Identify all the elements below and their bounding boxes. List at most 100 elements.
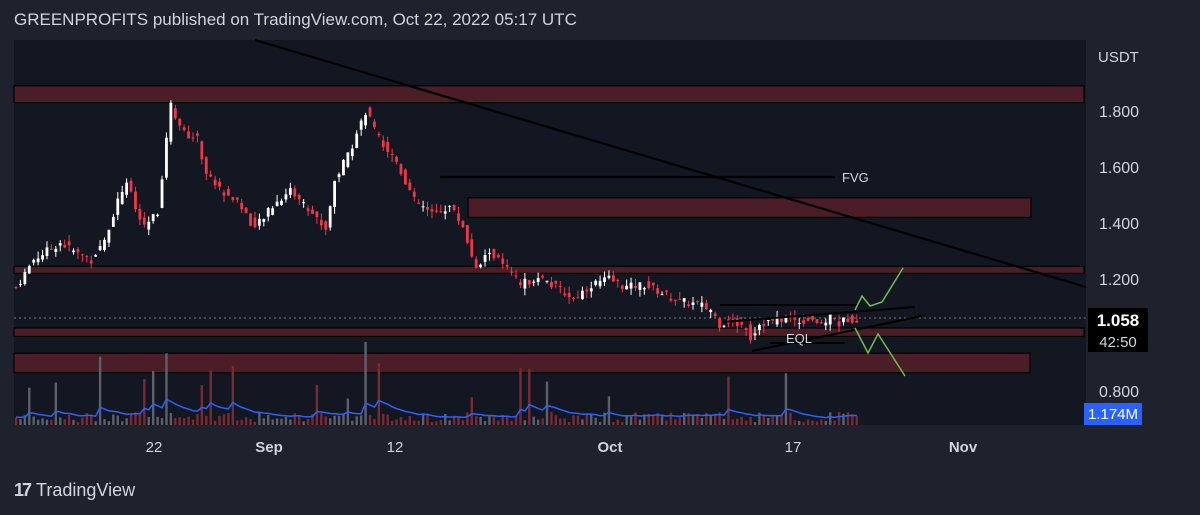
volume-bar <box>138 412 142 425</box>
volume-bar <box>107 421 111 425</box>
volume-bar <box>687 413 690 425</box>
candle-body <box>426 206 429 210</box>
candle-body <box>76 249 80 253</box>
volume-bar <box>395 419 398 425</box>
candle-body <box>421 206 425 208</box>
candle-body <box>594 280 598 285</box>
volume-bar <box>652 414 655 425</box>
candle-body <box>346 152 350 167</box>
candle-body <box>718 318 721 328</box>
volume-bar <box>612 421 615 425</box>
volume-bar <box>267 414 270 425</box>
volume-bar <box>563 418 566 425</box>
volume-bar <box>501 415 504 425</box>
volume-bar <box>492 416 496 425</box>
volume-bar <box>824 420 827 425</box>
candle-body <box>824 322 828 326</box>
volume-bar <box>328 418 332 425</box>
volume-bar <box>14 417 18 425</box>
volume-bar <box>846 412 850 425</box>
candle-body <box>465 225 469 243</box>
volume-bar <box>758 412 761 425</box>
candle-body <box>328 206 332 228</box>
price-tick-0: 1.800 <box>1099 104 1139 121</box>
candle-body <box>72 250 75 253</box>
volume-bar <box>240 419 243 425</box>
zone-1[interactable] <box>467 197 1032 219</box>
candle-body <box>169 102 173 142</box>
candle-body <box>740 322 744 325</box>
candle-body <box>235 197 239 200</box>
volume-bar <box>298 415 301 425</box>
volume-bar <box>629 416 633 425</box>
candle-body <box>125 182 129 195</box>
candle-body <box>306 208 310 211</box>
currency-label: USDT <box>1098 49 1139 66</box>
volume-bar <box>691 414 695 425</box>
upper-wedge-line[interactable] <box>721 306 916 323</box>
candle-body <box>802 320 806 324</box>
candle-body <box>523 278 527 289</box>
candle-body <box>404 169 407 185</box>
time-axis: 22 Sep 12 Oct 17 Nov <box>146 439 978 456</box>
volume-bar <box>470 397 473 425</box>
descending-trendline[interactable] <box>254 38 1087 289</box>
zone-0[interactable] <box>13 85 1085 104</box>
volume-bar <box>222 414 226 425</box>
volume-bar <box>364 341 367 425</box>
candle-body <box>58 243 62 246</box>
volume-bar <box>855 416 858 425</box>
volume-bar <box>550 412 553 425</box>
candle-body <box>749 324 752 341</box>
lower-wedge-line[interactable] <box>751 315 923 352</box>
volume-bar <box>218 415 221 425</box>
candle-body <box>222 192 226 196</box>
volume-bar <box>337 415 341 425</box>
candle-body <box>563 293 567 296</box>
candle-body <box>505 264 509 267</box>
countdown-badge <box>1088 332 1148 352</box>
zone-4[interactable] <box>13 352 1031 374</box>
candle-body <box>271 208 275 215</box>
candle-body <box>417 202 421 204</box>
volume-bar <box>709 416 712 425</box>
candle-body <box>691 302 695 306</box>
candle-body <box>589 288 593 292</box>
candle-body <box>156 214 159 216</box>
volume-bar <box>700 417 704 425</box>
volume-bar <box>435 421 438 425</box>
candle-body <box>815 319 819 323</box>
supply-demand-zones <box>13 85 1085 374</box>
volume-bar <box>209 370 212 425</box>
volume-bar <box>236 420 239 425</box>
candle-body <box>828 313 832 325</box>
volume-bar <box>505 416 509 425</box>
volume-bar <box>275 418 279 425</box>
candle-body <box>603 277 606 282</box>
candle-body <box>173 108 177 119</box>
volume-bar <box>191 419 195 425</box>
volume-bar <box>174 417 177 425</box>
volume-bar <box>594 417 597 425</box>
volume-bar <box>771 415 774 425</box>
volume-bar <box>545 381 549 425</box>
volume-bar <box>784 373 788 425</box>
volume-bar <box>669 412 673 425</box>
volume-bar <box>744 420 748 425</box>
zone-3[interactable] <box>13 327 1085 337</box>
candle-body <box>333 180 336 207</box>
zone-2[interactable] <box>13 265 1085 274</box>
brand-footer[interactable]: 17 TradingView <box>14 480 135 501</box>
volume-bar <box>32 416 35 425</box>
volume-bar <box>333 415 336 425</box>
volume-bar <box>647 413 650 425</box>
candle-body <box>687 304 690 306</box>
candle-body <box>439 211 443 213</box>
volume-bar <box>590 413 593 425</box>
volume-bar <box>528 368 531 425</box>
volume-bar <box>727 376 730 425</box>
volume-bar <box>36 419 40 425</box>
volume-bar <box>598 421 602 425</box>
candle-body <box>32 259 36 263</box>
